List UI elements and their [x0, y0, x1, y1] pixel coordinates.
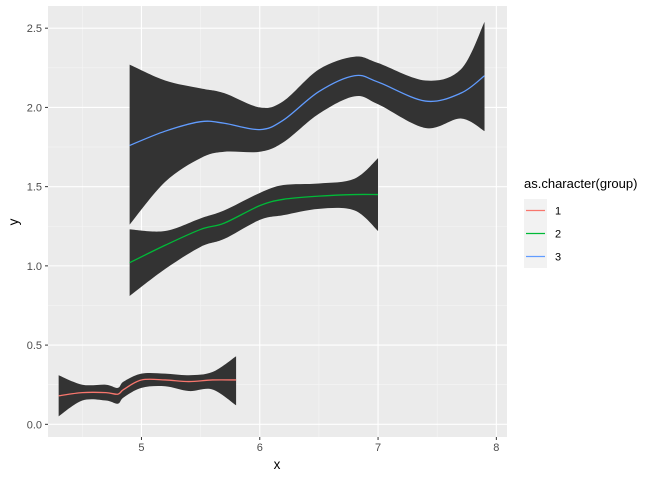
legend-label-1: 1	[555, 206, 561, 218]
y-tick-label: 1.0	[27, 261, 42, 273]
y-axis: 0.0 0.5 1.0 1.5 2.0 2.5	[27, 23, 48, 431]
ribbon-group-2	[129, 158, 379, 296]
line-group-3	[129, 74, 485, 147]
y-tick-label: 0.5	[27, 340, 42, 352]
line-group-1	[58, 378, 237, 397]
legend-title: as.character(group)	[524, 176, 637, 191]
y-tick-label: 1.5	[27, 182, 42, 194]
x-tick-label: 5	[138, 442, 144, 454]
legend: as.character(group) 1 2 3	[524, 176, 637, 268]
y-tick-label: 2.0	[27, 102, 42, 114]
y-tick-label: 0.0	[27, 419, 42, 431]
ribbon-group-3	[129, 21, 485, 225]
x-axis: 5 6 7 8	[138, 437, 499, 454]
plot-panel	[48, 6, 507, 437]
y-axis-title: y	[6, 218, 21, 225]
smooth-lines	[58, 74, 485, 397]
y-tick-label: 2.5	[27, 23, 42, 35]
x-tick-label: 6	[257, 442, 263, 454]
legend-label-2: 2	[555, 229, 561, 241]
confidence-ribbons	[58, 21, 485, 417]
x-tick-label: 7	[375, 442, 381, 454]
ribbon-group-1	[58, 356, 237, 417]
legend-label-3: 3	[555, 252, 561, 264]
x-axis-title: x	[274, 457, 281, 472]
line-group-2	[129, 193, 379, 264]
x-tick-label: 8	[493, 442, 499, 454]
